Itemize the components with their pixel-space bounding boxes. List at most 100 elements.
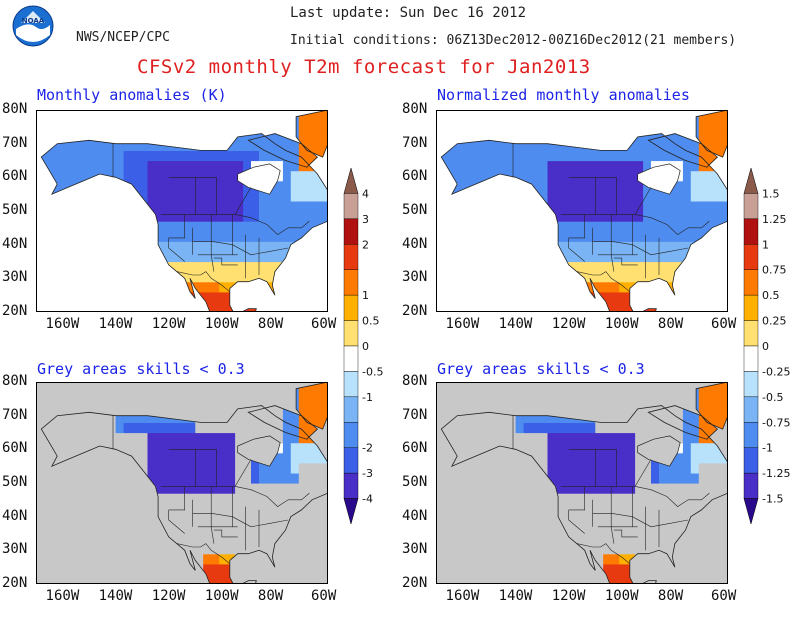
anomaly-cell: [587, 241, 596, 252]
boundary-line: [192, 513, 289, 528]
anomaly-cell: [274, 231, 284, 242]
anomaly-cell: [131, 150, 141, 162]
anomaly-cell: [467, 170, 477, 182]
lat-tick-label: 30N: [2, 269, 28, 286]
anomaly-cell: [714, 110, 724, 121]
anomaly-cell: [651, 472, 660, 484]
anomaly-cell: [563, 432, 572, 444]
anomaly-cell: [306, 402, 316, 413]
anomaly-cell: [251, 251, 260, 263]
anomaly-cell: [282, 211, 292, 222]
anomaly-cell: [266, 412, 276, 423]
anomaly-cell: [44, 150, 53, 162]
anomaly-cell: [611, 190, 620, 202]
lon-tick-label: 140W: [98, 316, 133, 332]
lon-tick-label: 60W: [311, 316, 337, 332]
anomaly-cell: [227, 422, 236, 434]
anomaly-cell: [619, 251, 628, 263]
anomaly-cell: [555, 503, 565, 514]
anomaly-cell: [115, 412, 125, 423]
anomaly-cell: [147, 150, 157, 162]
anomaly-cell: [259, 221, 268, 232]
anomaly-cell: [635, 150, 644, 162]
anomaly-cell: [603, 563, 612, 575]
anomaly-cell: [690, 160, 700, 172]
anomaly-cell: [179, 503, 188, 514]
colorbar-swatch: [343, 193, 359, 220]
anomaly-cell: [203, 291, 212, 303]
anomaly-cell: [219, 533, 228, 545]
lat-tick-label: 20N: [2, 303, 28, 319]
anomaly-cell: [322, 211, 328, 222]
anomaly-cell: [227, 271, 236, 283]
anomaly-cell: [595, 452, 604, 464]
anomaly-cell: [603, 200, 612, 212]
anomaly-cell: [266, 513, 276, 524]
anomaly-cell: [603, 271, 612, 283]
anomaly-cell: [682, 211, 692, 222]
anomaly-cell: [227, 452, 236, 464]
anomaly-cell: [643, 533, 652, 545]
anomaly-cell: [643, 483, 652, 494]
anomaly-cell: [627, 462, 636, 474]
anomaly-cell: [698, 170, 708, 182]
anomaly-cell: [666, 422, 676, 434]
anomaly-cell: [195, 221, 204, 232]
anomaly-cell: [83, 140, 93, 151]
anomaly-cell: [203, 261, 212, 273]
anomaly-cell: [266, 190, 276, 202]
anomaly-cell: [643, 513, 652, 524]
lon-tick-label: 140W: [498, 588, 533, 604]
anomaly-cell: [163, 432, 172, 444]
anomaly-cell: [75, 150, 85, 162]
lat-tick-label: 80N: [402, 373, 428, 389]
coastline: [695, 382, 728, 430]
anomaly-cell: [322, 392, 328, 403]
anomaly-cell: [690, 503, 700, 514]
anomaly-cell: [179, 462, 188, 474]
anomaly-cell: [666, 281, 676, 293]
anomaly-cell: [219, 291, 228, 303]
anomaly-cell: [587, 503, 596, 514]
anomaly-cell: [227, 543, 236, 555]
anomaly-cell: [259, 412, 268, 423]
anomaly-cell: [603, 553, 612, 565]
anomaly-cell: [674, 483, 684, 494]
anomaly-cell: [274, 150, 284, 162]
anomaly-cell: [587, 211, 596, 222]
anomaly-cell: [187, 493, 196, 504]
anomaly-cell: [131, 140, 141, 151]
anomaly-cell: [219, 150, 228, 162]
anomaly-cell: [547, 412, 557, 423]
anomaly-cell: [195, 553, 204, 565]
anomaly-cell: [627, 503, 636, 514]
anomaly-cell: [147, 160, 157, 172]
anomaly-cell: [155, 422, 165, 434]
colorbar-label: -0.5: [762, 391, 783, 404]
anomaly-cell: [706, 472, 716, 484]
anomaly-cell: [651, 402, 660, 413]
anomaly-cell: [722, 140, 728, 151]
anomaly-cell: [147, 462, 157, 474]
anomaly-cell: [714, 462, 724, 474]
anomaly-cell: [171, 190, 180, 202]
anomaly-cell: [211, 170, 220, 182]
anomaly-cell: [531, 170, 541, 182]
anomaly-cell: [83, 432, 93, 444]
anomaly-cell: [666, 190, 676, 202]
anomaly-cell: [274, 200, 284, 212]
anomaly-cell: [563, 523, 572, 535]
anomaly-cell: [155, 241, 165, 252]
agency-label: NWS/NCEP/CPC: [76, 30, 170, 45]
anomaly-cell: [635, 533, 644, 545]
anomaly-cell: [555, 462, 565, 474]
anomaly-cell: [115, 422, 125, 434]
anomaly-cell: [251, 130, 260, 141]
anomaly-cell: [603, 170, 612, 182]
anomaly-cell: [131, 160, 141, 172]
anomaly-cell: [627, 483, 636, 494]
anomaly-cell: [571, 180, 580, 192]
anomaly-cell: [666, 211, 676, 222]
anomaly-cell: [243, 432, 252, 444]
lat-tick-label: 70N: [402, 406, 428, 423]
